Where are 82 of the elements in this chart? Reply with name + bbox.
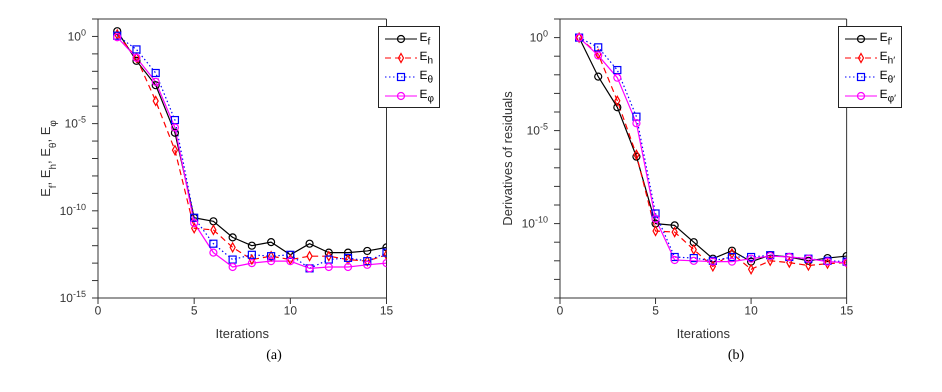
point <box>113 27 122 36</box>
point <box>613 74 622 82</box>
point <box>632 152 641 161</box>
point <box>690 238 698 246</box>
point <box>170 123 180 132</box>
point <box>670 221 679 230</box>
y-tick-label: 10$^{-5}$ <box>526 122 548 138</box>
point <box>651 209 660 218</box>
legend-label: E$_{φ′}$ <box>880 86 896 104</box>
point <box>632 119 641 128</box>
y-tick-label: 10$^{-15}$ <box>60 289 86 305</box>
point <box>746 258 756 266</box>
point <box>305 240 314 248</box>
point <box>228 255 237 264</box>
point <box>248 250 256 259</box>
point <box>132 45 141 54</box>
x-tick-label: 5 <box>190 304 198 318</box>
point <box>132 56 141 65</box>
x-tick-label: 5 <box>652 304 660 318</box>
point <box>728 252 736 262</box>
x-tick-label: 15 <box>840 304 854 318</box>
point <box>651 220 660 228</box>
point <box>344 248 352 257</box>
point <box>363 260 372 269</box>
point <box>152 81 160 90</box>
point <box>286 257 294 266</box>
point <box>363 246 372 256</box>
y-axis-title: Derivatives of residuals <box>500 90 515 226</box>
point <box>344 254 352 262</box>
x-tick-label: 10 <box>284 304 298 318</box>
x-axis-title: Iterations <box>676 326 731 341</box>
point <box>613 66 622 74</box>
y-tick-label: 10$^{0}$ <box>68 27 86 44</box>
point <box>248 242 256 250</box>
legend-label: E$_{h}$ <box>420 48 434 66</box>
point <box>209 248 218 257</box>
point <box>728 246 736 255</box>
x-axis-title: Iterations <box>216 326 270 341</box>
y-tick-label: 10$^{-10}$ <box>522 214 548 231</box>
point <box>324 248 333 257</box>
point <box>228 262 237 272</box>
point <box>170 128 180 137</box>
point <box>594 51 602 60</box>
y-tick-label: 10$^{0}$ <box>530 28 548 45</box>
legend-label: E$_{θ′}$ <box>880 68 896 86</box>
point <box>248 259 256 268</box>
text: (a) <box>265 348 283 364</box>
point <box>170 116 180 124</box>
point <box>728 258 736 266</box>
x-tick-label: 0 <box>556 304 564 318</box>
point <box>823 254 832 262</box>
x-tick-label: 15 <box>380 304 394 318</box>
y-tick-label: 10$^{-10}$ <box>60 202 86 218</box>
point <box>324 255 333 264</box>
point <box>670 252 679 262</box>
point <box>228 233 237 242</box>
point <box>594 72 602 81</box>
legend-label: E$_{φ}$ <box>420 86 434 104</box>
x-tick-label: 0 <box>94 304 102 318</box>
legend-label: E$_{f′}$ <box>880 30 892 48</box>
point <box>632 112 641 121</box>
point <box>267 238 276 246</box>
point <box>690 254 698 262</box>
point <box>267 257 276 266</box>
point <box>152 78 160 86</box>
point <box>690 256 698 265</box>
y-tick-label: 10$^{-5}$ <box>64 114 86 131</box>
point <box>651 214 660 223</box>
legend-label: E$_{θ}$ <box>420 68 434 86</box>
point <box>209 217 218 226</box>
text: (b) <box>726 348 746 364</box>
point <box>594 43 602 52</box>
legend-label: E$_{h′}$ <box>880 48 896 66</box>
point <box>152 68 160 78</box>
point <box>670 256 679 264</box>
x-tick-label: 10 <box>744 304 758 318</box>
legend-label: E$_{f}$ <box>420 30 430 48</box>
point <box>190 218 198 228</box>
point <box>324 262 333 272</box>
point <box>344 262 352 272</box>
point <box>613 103 622 112</box>
point <box>209 240 218 248</box>
